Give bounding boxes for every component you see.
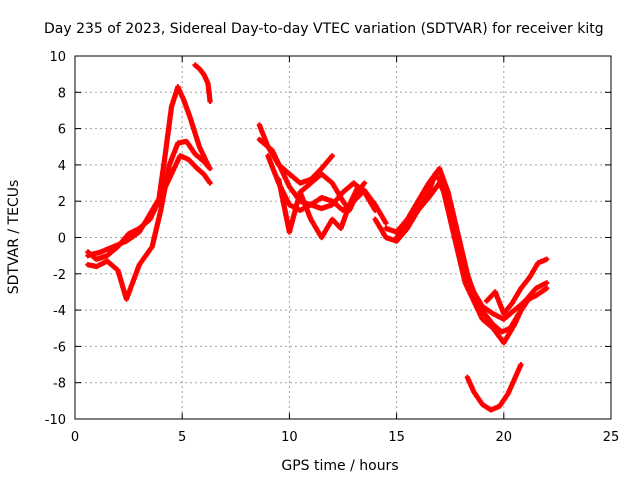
data-point xyxy=(319,154,334,172)
data-point xyxy=(149,209,163,250)
data-point xyxy=(361,180,368,186)
y-tick-label: 4 xyxy=(58,159,66,174)
data-point xyxy=(456,234,470,275)
data-point xyxy=(123,263,142,302)
data-point xyxy=(526,261,540,280)
data-point xyxy=(445,207,459,248)
y-tick-label: -10 xyxy=(45,413,66,428)
series-track-c xyxy=(85,153,213,259)
data-point xyxy=(162,105,174,159)
series-track-n xyxy=(464,361,524,413)
series-track-l xyxy=(394,180,530,335)
data-point xyxy=(181,98,193,121)
y-axis-label: SDTVAR / TECUs xyxy=(6,180,22,295)
data-point xyxy=(544,256,550,262)
data-point xyxy=(473,298,487,316)
series-track-a xyxy=(85,84,211,262)
data-point xyxy=(404,208,420,226)
data-point xyxy=(149,190,165,213)
data-point xyxy=(492,289,506,315)
series-track-b xyxy=(85,138,213,302)
y-tick-label: -2 xyxy=(53,268,66,283)
x-tick-label: 20 xyxy=(496,430,513,445)
y-tick-label: -6 xyxy=(53,340,66,355)
data-point xyxy=(383,220,389,226)
data-point xyxy=(490,325,506,345)
data-point xyxy=(160,172,174,195)
data-point xyxy=(544,285,550,291)
data-point xyxy=(207,180,213,186)
data-point xyxy=(511,363,523,382)
data-point xyxy=(329,180,345,203)
data-point xyxy=(168,154,182,177)
data-point xyxy=(136,245,154,268)
data-point xyxy=(436,165,451,194)
series-track-k xyxy=(383,165,550,322)
data-point xyxy=(308,167,324,182)
data-point xyxy=(346,190,360,213)
series-track-i xyxy=(297,171,368,213)
y-tick-label: 0 xyxy=(58,232,66,247)
y-tick-label: 10 xyxy=(49,50,66,65)
data-point xyxy=(183,138,197,156)
data-point xyxy=(276,176,292,234)
data-point xyxy=(496,392,510,409)
data-point xyxy=(308,216,324,239)
data-point xyxy=(471,389,485,406)
data-point xyxy=(518,361,524,368)
x-tick-label: 25 xyxy=(603,430,620,445)
data-point xyxy=(464,271,479,303)
data-point xyxy=(136,209,154,235)
data-point xyxy=(319,218,335,241)
x-axis: 0 5 10 15 20 25 xyxy=(71,56,619,445)
x-tick-label: 5 xyxy=(178,430,186,445)
data-point xyxy=(188,116,202,148)
y-tick-label: 2 xyxy=(58,195,66,210)
data-point xyxy=(269,147,283,170)
data-point xyxy=(278,165,292,188)
data-point xyxy=(207,98,213,104)
data-point xyxy=(415,181,431,204)
y-axis: -10 -8 -6 -4 -2 0 2 4 6 8 10 xyxy=(45,50,611,428)
data-point xyxy=(372,202,388,225)
data-point xyxy=(372,216,388,239)
plot-frame xyxy=(74,55,612,420)
x-axis-label: GPS time / hours xyxy=(281,458,398,474)
data-point xyxy=(464,374,476,393)
data-point xyxy=(516,299,530,317)
data-point xyxy=(205,80,213,103)
x-tick-label: 15 xyxy=(388,430,405,445)
data-point xyxy=(454,244,468,284)
series-track-h xyxy=(276,176,361,241)
data-point xyxy=(524,298,530,304)
series-track-m xyxy=(484,256,550,317)
data-point xyxy=(286,191,303,235)
data-point xyxy=(436,180,453,207)
chart-title: Day 235 of 2023, Sidereal Day-to-day VTE… xyxy=(44,21,604,37)
x-tick-label: 0 xyxy=(71,430,79,445)
y-tick-label: 6 xyxy=(58,123,66,138)
data-point xyxy=(415,196,431,213)
data-series xyxy=(85,62,550,413)
data-point xyxy=(544,280,550,286)
y-tick-label: -4 xyxy=(53,304,66,319)
data-point xyxy=(166,142,180,168)
data-point xyxy=(447,202,461,239)
y-tick-label: -8 xyxy=(53,377,66,392)
y-tick-label: 8 xyxy=(58,86,66,101)
data-point xyxy=(361,187,377,207)
data-point xyxy=(394,221,409,241)
x-tick-label: 10 xyxy=(281,430,298,445)
data-point xyxy=(509,287,523,306)
data-point xyxy=(207,165,213,172)
series-track-d xyxy=(192,62,213,104)
data-point xyxy=(505,377,517,397)
data-point xyxy=(329,153,335,159)
data-point xyxy=(256,136,274,152)
data-point xyxy=(115,267,129,301)
data-point xyxy=(175,84,187,103)
data-point xyxy=(123,230,141,244)
data-point xyxy=(507,312,521,331)
